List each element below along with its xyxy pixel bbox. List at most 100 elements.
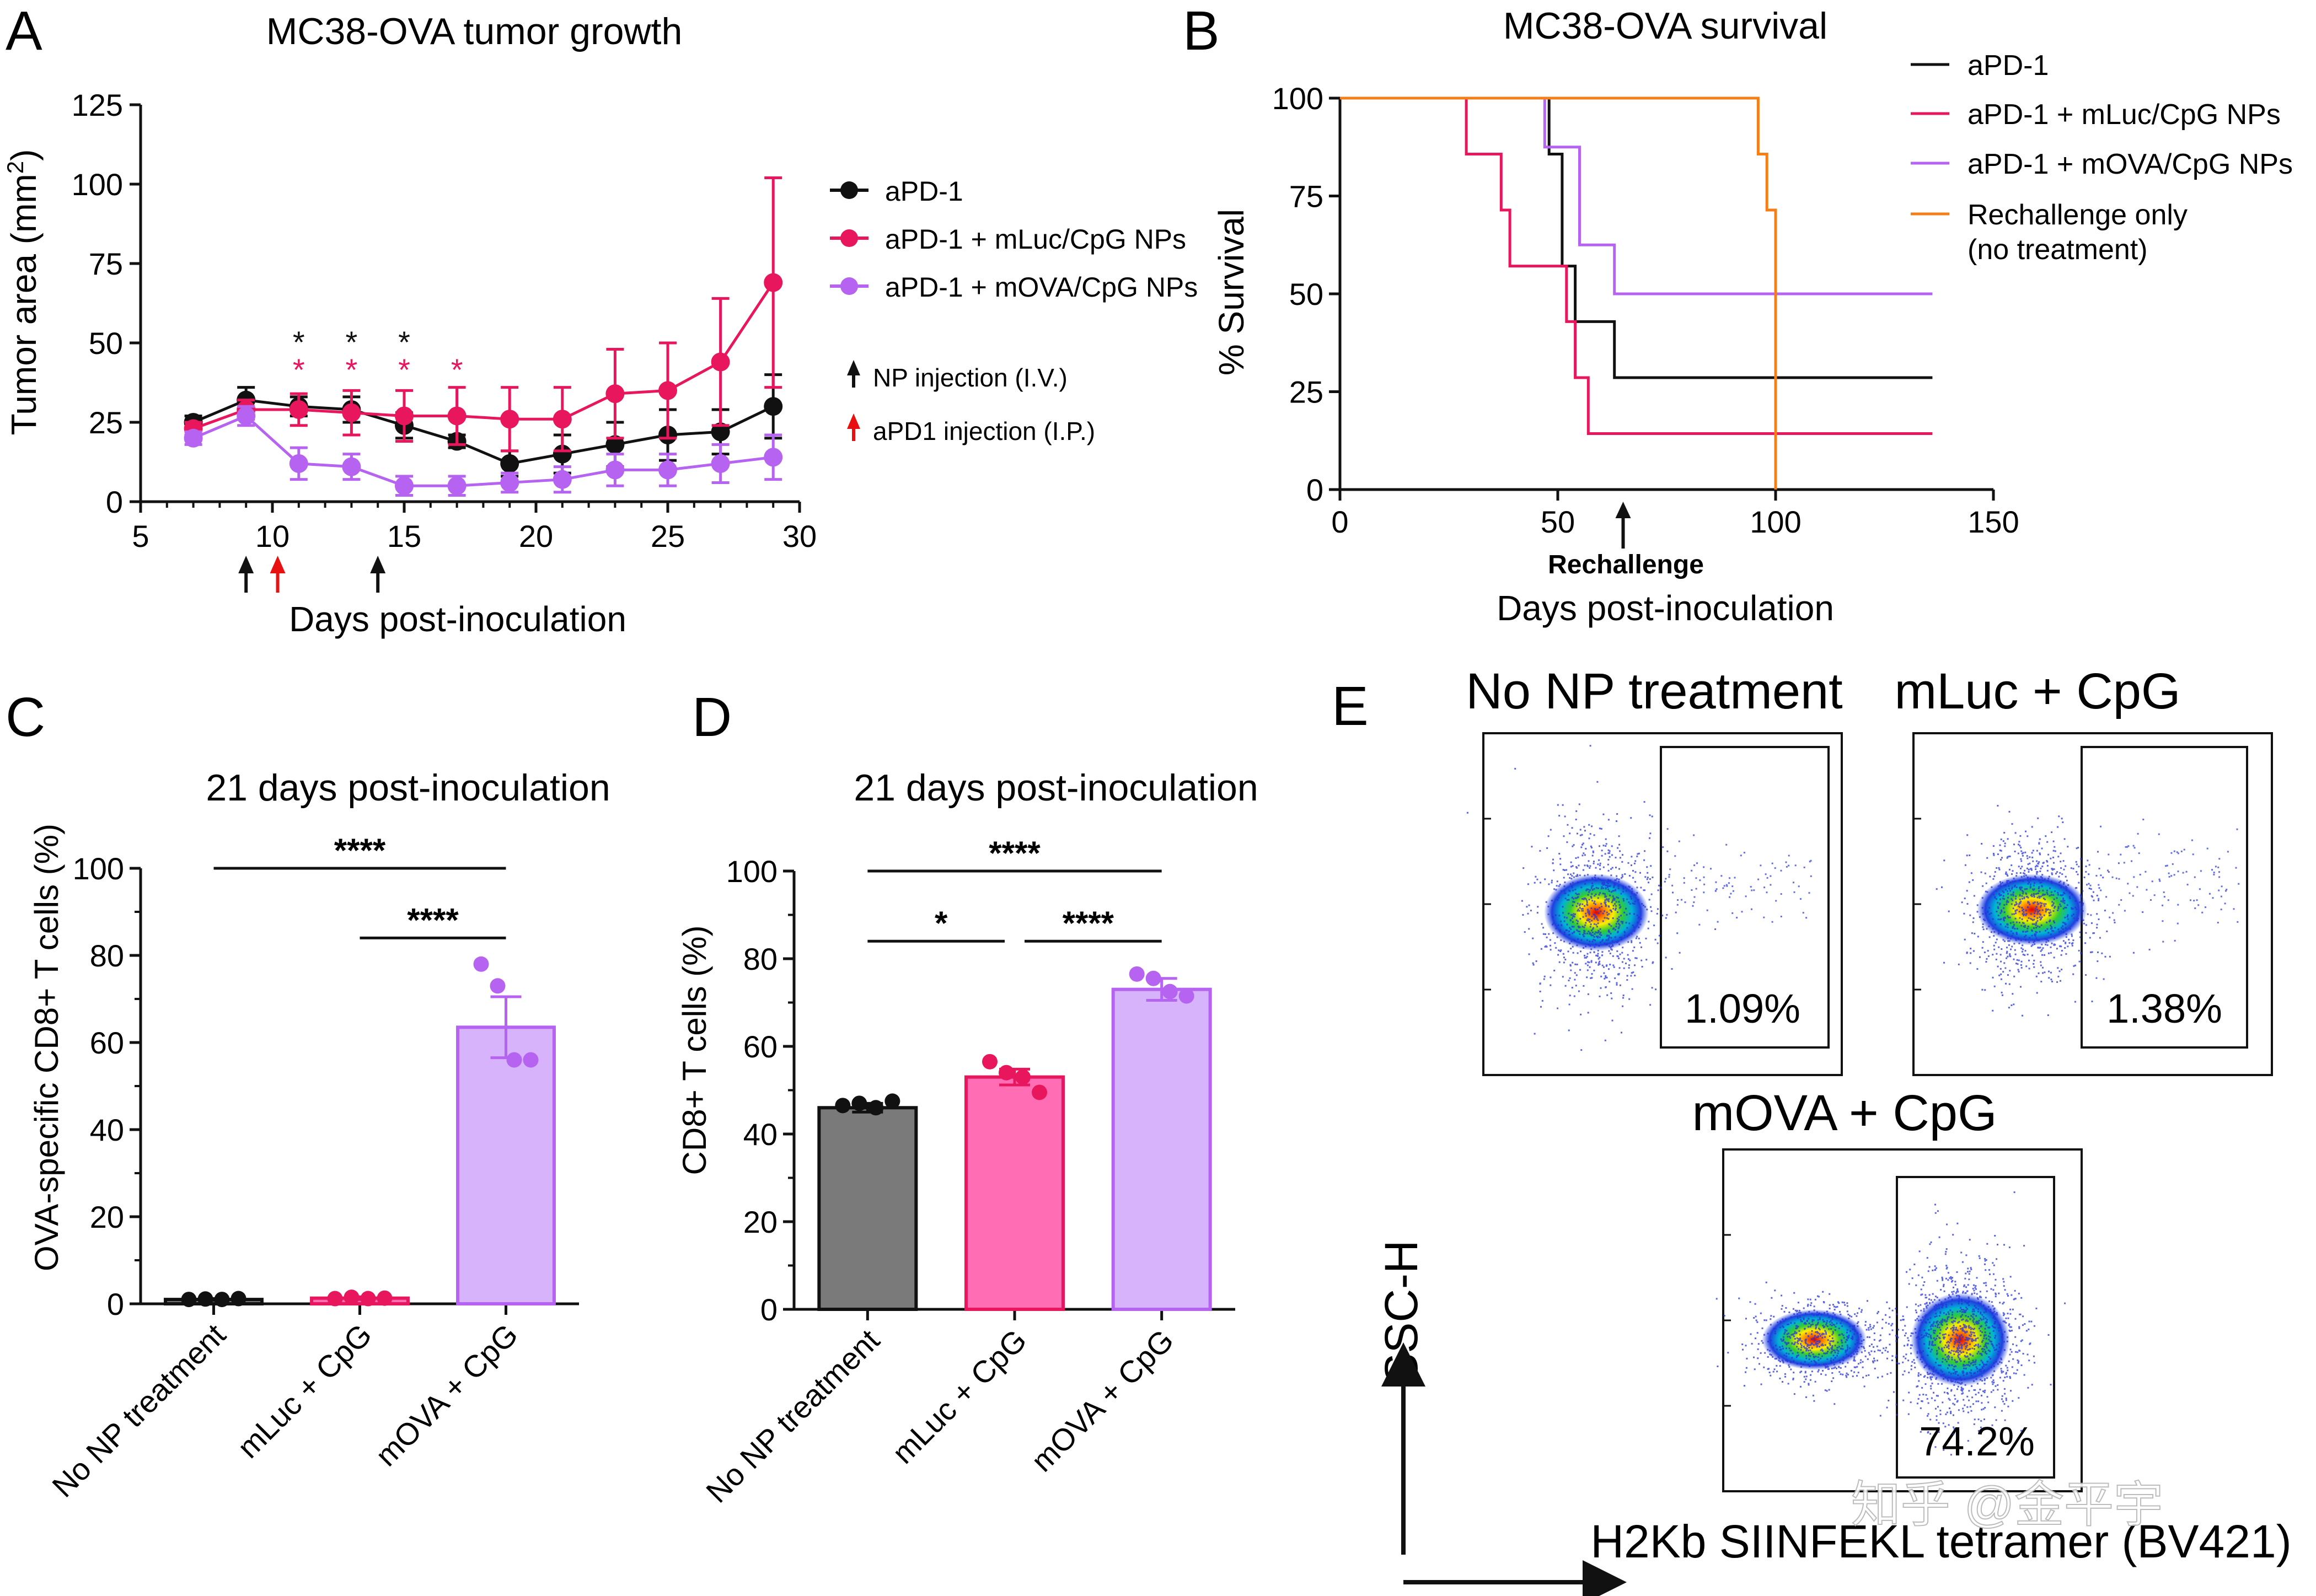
data-point: [553, 410, 572, 429]
chart-c-data-point: [327, 1291, 343, 1307]
chart-a-title: MC38-OVA tumor growth: [266, 10, 683, 52]
data-point: [711, 454, 730, 473]
flow-ylabel: SSC-H: [1375, 1240, 1427, 1384]
chart-c-data-point: [230, 1291, 246, 1307]
chart-d-data-point: [884, 1093, 900, 1109]
chart-d-xtick-label: No NP treatment: [699, 1323, 886, 1509]
chart-d-ytick-label: 60: [743, 1029, 778, 1064]
significance-star: *: [398, 352, 410, 387]
chart-a-ylabel: Tumor area (mm2): [2, 149, 44, 436]
data-point: [658, 460, 677, 480]
data-point: [184, 428, 203, 448]
data-point: [342, 403, 361, 422]
chart-d-data-point: [1015, 1069, 1031, 1085]
chart-d-data-point: [1162, 984, 1178, 999]
chart-d-ylabel: CD8+ T cells (%): [676, 926, 713, 1175]
chart-d-ytick-label: 80: [743, 942, 778, 976]
chart-c-data-point: [523, 1052, 539, 1068]
series-line-2: [192, 414, 774, 487]
chart-c-data-point: [181, 1292, 197, 1308]
chart-b-legend: aPD-1 aPD-1 + mLuc/CpG NPs aPD-1 + mOVA/Cp…: [1911, 50, 2293, 266]
data-point: [605, 384, 625, 404]
flow-gate-3: [1896, 1176, 2055, 1479]
chart-c-ytick-label: 40: [90, 1113, 124, 1147]
data-point: [342, 457, 361, 476]
flow1-population-density: [1544, 874, 1649, 951]
data-point: [553, 470, 572, 489]
legend-label: aPD-1 + mLuc/CpG NPs: [885, 224, 1186, 255]
survival-curve-1: [1340, 96, 1933, 435]
data-point: [764, 397, 783, 416]
survival-curve-2: [1340, 96, 1933, 295]
panel-a-tumor-growth: MC38-OVA tumor growth Tumor area (mm2) D…: [2, 10, 1198, 639]
data-point: [500, 473, 519, 492]
flow-plot-mluc: 1.38%: [1912, 732, 2273, 1076]
chart-d-significance-label: ****: [989, 835, 1041, 872]
flow-plot-mova: 74.2%: [1715, 1148, 2083, 1492]
flow3-pos-population-events: [1863, 1191, 2066, 1456]
chart-d-xtick-label: mLuc + CpG: [886, 1323, 1033, 1470]
data-point: [447, 476, 467, 496]
data-point: [553, 444, 572, 464]
chart-d-data-point: [1129, 966, 1145, 982]
chart-c-ylabel: OVA-specific CD8+ T cells (%): [28, 824, 65, 1271]
rechallenge-label: Rechallenge: [1548, 550, 1704, 579]
chart-a-legend: aPD-1 aPD-1 + mLuc/CpG NPs aPD-1 + mOVA/Cp…: [830, 176, 1198, 445]
chart-c-ytick-label: 0: [107, 1287, 124, 1321]
data-point: [605, 460, 625, 480]
chart-b-ytick-label: 50: [1289, 277, 1323, 311]
chart-c-ytick-label: 20: [90, 1200, 124, 1234]
significance-star: *: [398, 325, 410, 359]
watermark: 知乎 @金平宇: [1851, 1477, 2163, 1533]
significance-star: *: [451, 352, 463, 387]
chart-d-data-point: [1032, 1084, 1047, 1100]
chart-c-bar: [456, 1025, 556, 1305]
legend-label: aPD-1: [885, 176, 963, 207]
chart-d-ytick-label: 0: [760, 1292, 778, 1327]
flow-title-2: mLuc + CpG: [1895, 663, 2181, 719]
panel-letter-b: B: [1183, 0, 1220, 62]
chart-d-data-point: [982, 1054, 998, 1070]
chart-d-data-point: [851, 1095, 867, 1111]
flow-plot-no-np: 1.09%: [1466, 732, 1843, 1076]
chart-b-ytick-label: 0: [1306, 472, 1323, 507]
chart-a-ytick-label: 100: [72, 167, 123, 202]
chart-b-ytick-label: 25: [1289, 375, 1323, 410]
chart-c-title: 21 days post-inoculation: [206, 767, 610, 809]
flow2-population-events: [1936, 805, 2135, 1017]
flow-title-1: No NP treatment: [1466, 663, 1843, 719]
chart-c-data-point: [377, 1290, 393, 1306]
chart-d-ytick-label: 100: [726, 854, 778, 889]
series-line-1: [192, 282, 775, 430]
panel-letter-e: E: [1332, 675, 1369, 737]
chart-a-ytick-label: 125: [72, 88, 123, 122]
flow-xlabel: H2Kb SIINFEKL tetramer (BV421): [1590, 1516, 2291, 1567]
chart-a-xlabel: Days post-inoculation: [289, 599, 626, 639]
injection-arrow-head: [238, 556, 254, 573]
flow-gate-percent-1: 1.09%: [1685, 986, 1800, 1031]
legend-label: aPD-1 + mOVA/CpG NPs: [885, 272, 1198, 303]
chart-b-ytick-label: 75: [1289, 179, 1323, 214]
chart-c-data-point: [360, 1291, 376, 1307]
chart-c-data-point: [197, 1291, 213, 1307]
chart-a-ytick-label: 50: [89, 326, 123, 361]
flow3-neg-population-events: [1715, 1281, 1916, 1405]
chart-c-ytick-label: 100: [73, 851, 124, 886]
flow-gate-percent-3: 74.2%: [1919, 1418, 2035, 1464]
data-point: [447, 406, 467, 426]
significance-star: *: [346, 325, 358, 359]
flow-gate-1: [1660, 746, 1830, 1049]
data-point: [658, 381, 677, 400]
legend-label-line2: (no treatment): [1967, 234, 2148, 266]
significance-star: *: [293, 325, 305, 359]
flow-gate-percent-2: 1.38%: [2106, 986, 2222, 1031]
data-point: [395, 476, 414, 496]
chart-d-ytick-label: 20: [743, 1205, 778, 1239]
panel-e-flow: No NP treatment mLuc + CpG mOVA + CpG 1.…: [1375, 663, 2292, 1596]
data-point: [500, 410, 519, 429]
data-point: [711, 422, 730, 442]
chart-c-data-point: [214, 1292, 230, 1308]
chart-b-xlabel: Days post-inoculation: [1497, 588, 1834, 628]
legend-marker: [840, 277, 858, 295]
